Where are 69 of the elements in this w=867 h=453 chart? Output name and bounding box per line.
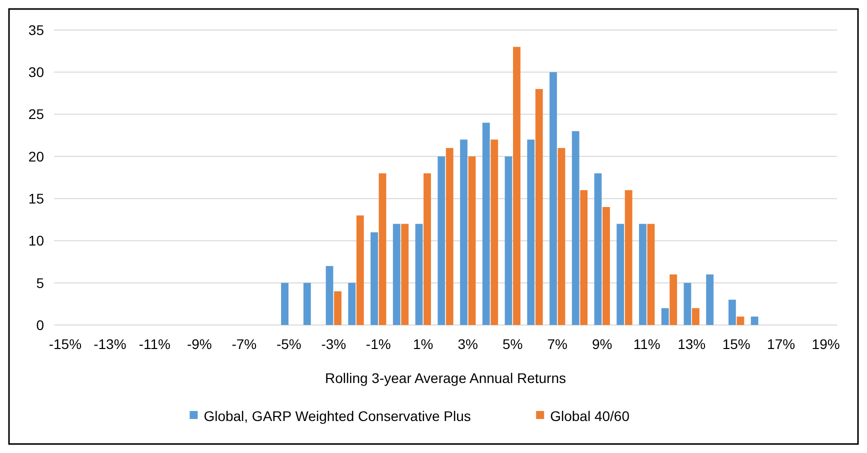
bar	[572, 131, 580, 325]
bar	[706, 274, 714, 325]
bar	[468, 156, 476, 325]
bar	[692, 308, 700, 325]
bar	[415, 224, 423, 325]
bar	[594, 173, 602, 325]
x-tick-label: 19%	[812, 336, 840, 352]
x-tick-label: 11%	[633, 336, 660, 352]
bar	[326, 266, 334, 325]
bar	[661, 308, 669, 325]
legend-label: Global 40/60	[550, 408, 630, 424]
y-tick-label: 20	[28, 148, 44, 164]
x-tick-label: 13%	[678, 336, 706, 352]
y-tick-label: 25	[28, 106, 44, 122]
x-tick-label: -9%	[186, 336, 212, 352]
bar	[356, 215, 364, 325]
bar	[647, 224, 655, 325]
x-tick-label: -5%	[276, 336, 302, 352]
y-tick-label: 35	[28, 22, 44, 38]
x-tick-label: 9%	[592, 336, 612, 352]
y-tick-label: 0	[36, 316, 44, 333]
x-tick-label: -7%	[232, 336, 257, 352]
bar	[728, 300, 736, 325]
x-tick-label: -1%	[366, 336, 391, 352]
bar	[602, 207, 610, 325]
legend-label: Global, GARP Weighted Conservative Plus	[204, 408, 471, 424]
bar	[639, 224, 646, 325]
bar	[348, 282, 356, 325]
bar	[446, 148, 454, 325]
bar	[401, 224, 409, 325]
x-tick-label: -11%	[138, 336, 170, 352]
x-tick-label: 3%	[458, 336, 478, 352]
y-tick-label: 30	[28, 64, 44, 80]
x-tick-label: 15%	[722, 336, 750, 352]
bar	[334, 291, 342, 325]
bar	[535, 89, 543, 325]
y-tick-label: 15	[28, 190, 44, 206]
bar	[580, 190, 588, 325]
x-tick-label: -13%	[94, 336, 126, 352]
x-tick-label: 5%	[502, 336, 523, 352]
bar	[616, 224, 624, 325]
bar	[513, 46, 520, 325]
bar	[482, 122, 490, 325]
bar	[527, 140, 535, 325]
bar	[370, 232, 378, 325]
bar	[558, 148, 566, 325]
bar	[378, 173, 386, 325]
bar	[750, 316, 758, 325]
bar	[281, 282, 288, 325]
x-tick-label: 1%	[413, 336, 434, 352]
bar	[624, 190, 632, 325]
bar	[438, 156, 446, 325]
bar	[460, 140, 468, 325]
x-tick-label: 7%	[547, 336, 568, 352]
bar	[424, 173, 431, 325]
bar	[392, 224, 400, 325]
y-tick-label: 5	[36, 274, 44, 291]
x-axis-title: Rolling 3-year Average Annual Returns	[324, 370, 566, 386]
bar	[670, 274, 678, 325]
bar	[736, 316, 744, 325]
bar	[490, 140, 498, 325]
y-tick-label: 10	[28, 232, 44, 249]
x-tick-label: 17%	[767, 336, 796, 352]
bar	[303, 282, 311, 325]
x-tick-label: -3%	[321, 336, 346, 352]
bar	[684, 282, 692, 325]
bar	[504, 156, 512, 325]
x-tick-label: -15%	[48, 336, 82, 352]
bar	[550, 72, 557, 325]
